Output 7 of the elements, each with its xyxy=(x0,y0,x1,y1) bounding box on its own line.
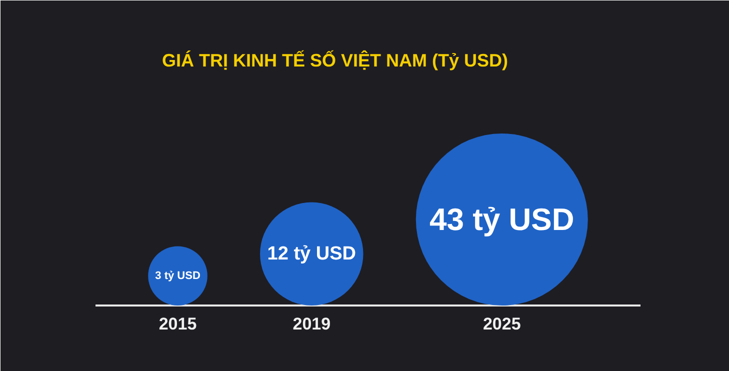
data-label: 12 tỷ USD xyxy=(267,243,356,264)
data-label: 3 tỷ USD xyxy=(155,270,200,282)
category-label: 2019 xyxy=(292,314,331,334)
text: GIÁ TRỊ KINH TẾ SỐ VIỆT NAM (Tỷ USD) xyxy=(162,50,508,70)
category-label: 2015 xyxy=(158,314,197,334)
category-label: 2025 xyxy=(482,314,521,334)
data-label: 43 tỷ USD xyxy=(430,202,574,237)
